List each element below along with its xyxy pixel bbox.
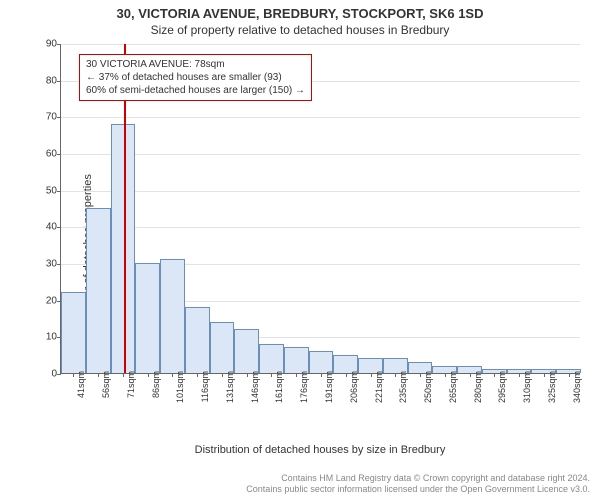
y-tick-label: 60 [33, 149, 57, 160]
x-tick-label: 41sqm [76, 371, 86, 398]
x-tick-mark [123, 373, 124, 377]
footer-line1: Contains HM Land Registry data © Crown c… [0, 473, 590, 485]
x-axis-label: Distribution of detached houses by size … [60, 444, 580, 456]
y-tick-label: 80 [33, 75, 57, 86]
y-tick-label: 30 [33, 259, 57, 270]
x-tick-label: 325sqm [547, 371, 557, 403]
x-tick-mark [98, 373, 99, 377]
x-tick-mark [222, 373, 223, 377]
callout-line1: 30 VICTORIA AVENUE: 78sqm [86, 58, 305, 71]
x-tick-mark [445, 373, 446, 377]
y-tick-mark [57, 337, 61, 338]
x-tick-mark [420, 373, 421, 377]
y-tick-label: 10 [33, 332, 57, 343]
plot-region: 30 VICTORIA AVENUE: 78sqm ← 37% of detac… [60, 44, 580, 374]
x-tick-label: 161sqm [274, 371, 284, 403]
y-tick-mark [57, 301, 61, 302]
x-tick-label: 206sqm [349, 371, 359, 403]
x-tick-label: 116sqm [200, 371, 210, 402]
y-tick-mark [57, 374, 61, 375]
x-tick-mark [271, 373, 272, 377]
chart-title-main: 30, VICTORIA AVENUE, BREDBURY, STOCKPORT… [0, 0, 600, 21]
x-tick-mark [544, 373, 545, 377]
x-tick-label: 310sqm [522, 371, 532, 403]
x-tick-label: 56sqm [101, 371, 111, 398]
x-tick-label: 131sqm [225, 371, 235, 403]
x-tick-label: 235sqm [398, 371, 408, 403]
y-tick-label: 20 [33, 295, 57, 306]
x-tick-label: 86sqm [151, 371, 161, 398]
chart-area: 30 VICTORIA AVENUE: 78sqm ← 37% of detac… [60, 44, 580, 414]
x-tick-mark [395, 373, 396, 377]
x-tick-mark [346, 373, 347, 377]
x-tick-label: 71sqm [126, 371, 136, 398]
x-tick-mark [569, 373, 570, 377]
y-tick-label: 50 [33, 185, 57, 196]
x-tick-label: 265sqm [448, 371, 458, 403]
x-tick-mark [519, 373, 520, 377]
y-tick-mark [57, 117, 61, 118]
callout-line2: ← 37% of detached houses are smaller (93… [86, 71, 305, 84]
histogram-bar [160, 259, 185, 373]
histogram-bar [86, 208, 111, 373]
histogram-bar [111, 124, 136, 373]
x-tick-label: 221sqm [374, 371, 384, 403]
histogram-bar [61, 292, 86, 373]
x-tick-mark [371, 373, 372, 377]
x-tick-label: 191sqm [324, 371, 334, 403]
histogram-bar [309, 351, 334, 373]
y-tick-mark [57, 44, 61, 45]
y-tick-mark [57, 227, 61, 228]
x-tick-mark [321, 373, 322, 377]
x-tick-mark [148, 373, 149, 377]
histogram-bar [259, 344, 284, 373]
footer-line2: Contains public sector information licen… [0, 484, 590, 496]
callout-line3: 60% of semi-detached houses are larger (… [86, 84, 305, 97]
x-tick-label: 280sqm [473, 371, 483, 403]
y-tick-label: 90 [33, 39, 57, 50]
x-tick-label: 146sqm [250, 371, 260, 403]
property-callout: 30 VICTORIA AVENUE: 78sqm ← 37% of detac… [79, 54, 312, 101]
y-tick-label: 40 [33, 222, 57, 233]
x-tick-label: 176sqm [299, 371, 309, 403]
x-tick-mark [247, 373, 248, 377]
y-tick-mark [57, 191, 61, 192]
histogram-bar [210, 322, 235, 373]
x-tick-mark [296, 373, 297, 377]
x-tick-label: 101sqm [175, 371, 185, 403]
y-tick-label: 0 [33, 369, 57, 380]
histogram-bar [234, 329, 259, 373]
y-tick-label: 70 [33, 112, 57, 123]
histogram-bar [284, 347, 309, 373]
histogram-bar [185, 307, 210, 373]
x-tick-mark [470, 373, 471, 377]
y-tick-mark [57, 81, 61, 82]
chart-title-sub: Size of property relative to detached ho… [0, 21, 600, 37]
x-tick-mark [172, 373, 173, 377]
x-tick-mark [73, 373, 74, 377]
x-tick-label: 295sqm [497, 371, 507, 403]
histogram-bar [135, 263, 160, 373]
x-tick-label: 340sqm [572, 371, 582, 403]
x-tick-mark [197, 373, 198, 377]
x-tick-mark [494, 373, 495, 377]
y-tick-mark [57, 264, 61, 265]
footer-attribution: Contains HM Land Registry data © Crown c… [0, 473, 590, 496]
y-tick-mark [57, 154, 61, 155]
x-tick-label: 250sqm [423, 371, 433, 403]
